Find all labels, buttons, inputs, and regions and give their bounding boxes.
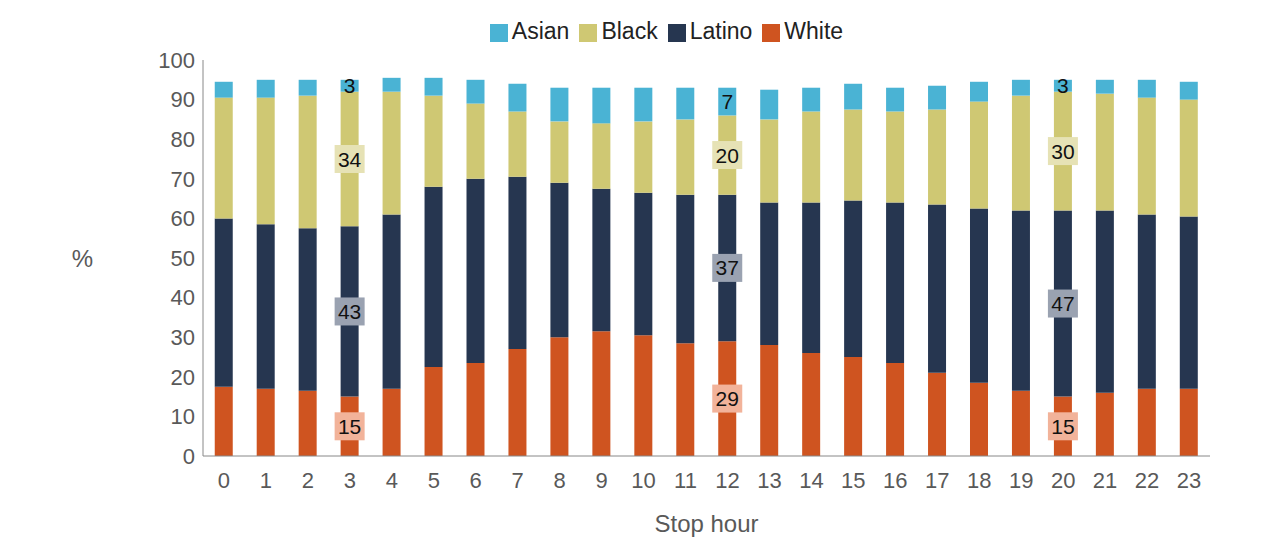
svg-text:20: 20 <box>171 365 195 390</box>
svg-text:14: 14 <box>799 468 823 493</box>
svg-text:3: 3 <box>1057 74 1069 97</box>
svg-text:15: 15 <box>1051 415 1074 438</box>
svg-text:5: 5 <box>428 468 440 493</box>
svg-text:50: 50 <box>171 246 195 271</box>
svg-text:80: 80 <box>171 127 195 152</box>
svg-text:15: 15 <box>841 468 865 493</box>
svg-text:60: 60 <box>171 206 195 231</box>
svg-text:47: 47 <box>1051 292 1074 315</box>
svg-text:30: 30 <box>1051 140 1074 163</box>
svg-text:3: 3 <box>344 74 356 97</box>
svg-text:21: 21 <box>1093 468 1117 493</box>
svg-text:19: 19 <box>1009 468 1033 493</box>
svg-text:18: 18 <box>967 468 991 493</box>
svg-text:30: 30 <box>171 325 195 350</box>
svg-text:43: 43 <box>338 300 361 323</box>
svg-text:3: 3 <box>344 468 356 493</box>
svg-text:12: 12 <box>715 468 739 493</box>
svg-text:2: 2 <box>302 468 314 493</box>
svg-text:90: 90 <box>171 87 195 112</box>
svg-text:7: 7 <box>721 90 733 113</box>
svg-text:11: 11 <box>674 468 697 493</box>
html-text:Latino: Latino <box>689 18 753 44</box>
svg-text:8: 8 <box>554 468 566 493</box>
svg-text:23: 23 <box>1177 468 1201 493</box>
svg-text:4: 4 <box>386 468 398 493</box>
html-text:Black: Black <box>601 18 658 44</box>
svg-text:%: % <box>72 245 93 272</box>
svg-text:34: 34 <box>338 148 362 171</box>
html-text:White: White <box>784 18 844 44</box>
svg-text:100: 100 <box>158 48 195 73</box>
svg-text:17: 17 <box>925 468 949 493</box>
svg-text:70: 70 <box>171 167 195 192</box>
svg-text:1: 1 <box>260 468 272 493</box>
svg-text:29: 29 <box>716 387 739 410</box>
svg-text:16: 16 <box>883 468 907 493</box>
svg-text:20: 20 <box>716 144 739 167</box>
svg-text:13: 13 <box>757 468 781 493</box>
svg-text:10: 10 <box>631 468 655 493</box>
svg-text:0: 0 <box>183 444 195 469</box>
svg-text:6: 6 <box>470 468 482 493</box>
svg-text:7: 7 <box>512 468 524 493</box>
svg-text:Stop hour: Stop hour <box>654 510 758 537</box>
svg-text:20: 20 <box>1051 468 1075 493</box>
svg-text:10: 10 <box>171 404 195 429</box>
html-text:Asian: Asian <box>511 18 570 44</box>
svg-text:40: 40 <box>171 285 195 310</box>
svg-text:37: 37 <box>716 256 739 279</box>
svg-text:22: 22 <box>1135 468 1159 493</box>
svg-text:0: 0 <box>218 468 230 493</box>
svg-text:15: 15 <box>338 415 361 438</box>
svg-text:9: 9 <box>595 468 607 493</box>
